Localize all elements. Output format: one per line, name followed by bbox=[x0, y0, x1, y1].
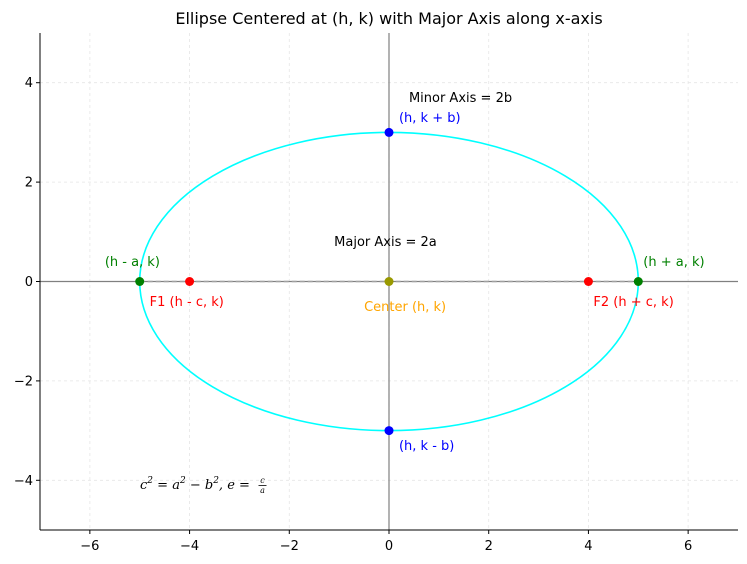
co-vertex-bottom-label: (h, k - b) bbox=[399, 439, 454, 454]
formula-a: a bbox=[172, 478, 180, 493]
center-label: Center (h, k) bbox=[364, 300, 446, 315]
formula-c: c bbox=[140, 478, 148, 493]
point-labels: Center (h, k) F1 (h - c, k) F2 (h + c, k) (… bbox=[105, 91, 705, 454]
x-tick-label-1: −4 bbox=[180, 539, 199, 554]
focus-2-label: F2 (h + c, k) bbox=[593, 295, 673, 310]
minor-axis-label: Minor Axis = 2b bbox=[409, 91, 512, 106]
formula-exp-b: 2 bbox=[212, 476, 219, 486]
co-vertex-top-point bbox=[384, 127, 394, 137]
chart-title: Ellipse Centered at (h, k) with Major Ax… bbox=[175, 9, 602, 28]
vertex-right-label: (h + a, k) bbox=[643, 255, 704, 270]
center-point bbox=[384, 277, 394, 286]
eccentricity-formula: c2 = a2 − b2, e = bbox=[140, 476, 250, 493]
formula-eq: = bbox=[153, 478, 172, 493]
x-tick-label-0: −6 bbox=[80, 539, 99, 554]
vertex-right-point bbox=[633, 277, 643, 286]
formula-sep: , bbox=[219, 478, 227, 493]
x-tick-label-5: 4 bbox=[584, 539, 592, 554]
co-vertex-top-label: (h, k + b) bbox=[399, 111, 461, 126]
formula-exp-a: 2 bbox=[179, 476, 186, 486]
focus-1-label: F1 (h - c, k) bbox=[150, 295, 224, 310]
y-tick-label-3: 2 bbox=[25, 176, 33, 191]
formula-eq-2: = bbox=[235, 478, 250, 493]
focus-2-point bbox=[583, 277, 593, 286]
major-axis-label: Major Axis = 2a bbox=[334, 235, 437, 250]
points bbox=[135, 127, 643, 436]
x-tick-label-2: −2 bbox=[280, 539, 299, 554]
fraction-numerator: c bbox=[260, 476, 265, 485]
formula-minus: − bbox=[186, 478, 205, 493]
y-tick-label-1: −2 bbox=[14, 374, 33, 389]
vertex-left-point bbox=[135, 277, 145, 286]
co-vertex-bottom-point bbox=[384, 426, 394, 436]
vertex-left-label: (h - a, k) bbox=[105, 255, 160, 270]
x-tick-label-4: 2 bbox=[485, 539, 493, 554]
formula-fraction: c a bbox=[258, 476, 267, 495]
y-tick-label-2: 0 bbox=[25, 275, 33, 290]
formula-e: e bbox=[227, 478, 235, 493]
y-tick-label-4: 4 bbox=[25, 76, 33, 91]
fraction-denominator: a bbox=[260, 486, 265, 495]
y-tick-label-0: −4 bbox=[14, 474, 33, 489]
formula-b: b bbox=[205, 478, 213, 493]
formula-exp-c: 2 bbox=[146, 476, 153, 486]
x-tick-label-6: 6 bbox=[684, 539, 692, 554]
focus-1-point bbox=[185, 277, 195, 286]
x-tick-label-3: 0 bbox=[385, 539, 393, 554]
